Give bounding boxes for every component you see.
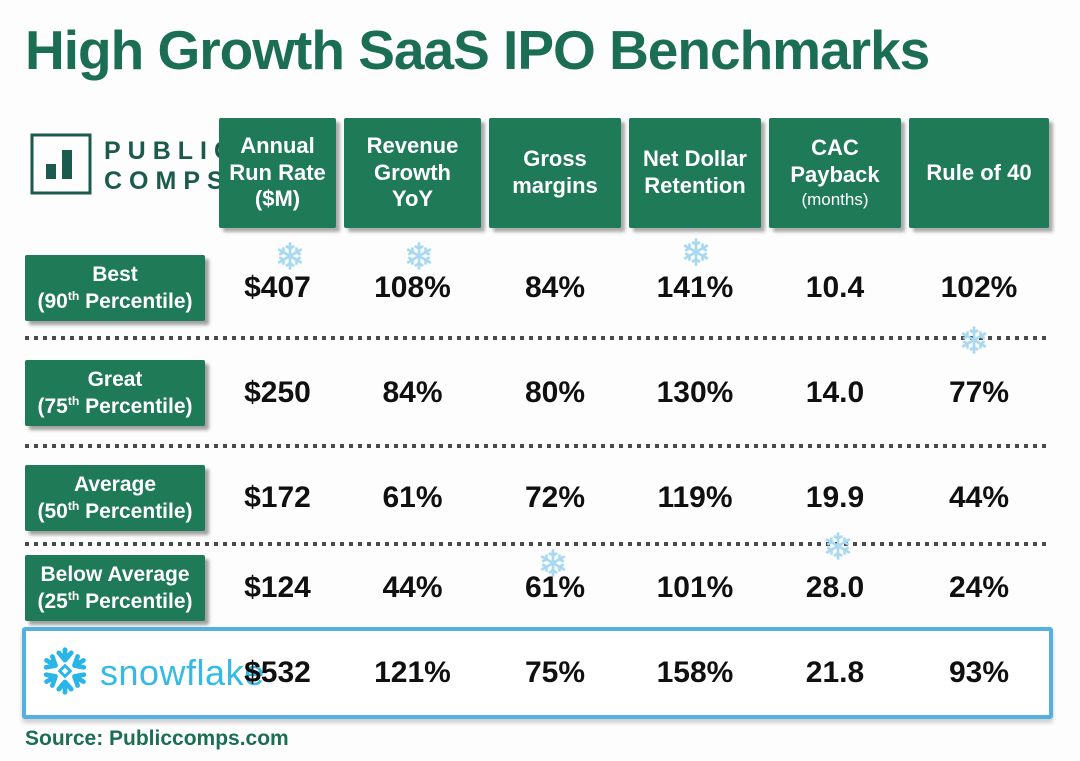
page-title: High Growth SaaS IPO Benchmarks bbox=[25, 19, 930, 81]
cell-average-run-rate: $172 bbox=[244, 481, 311, 514]
source-attribution: Source: Publiccomps.com bbox=[25, 727, 289, 750]
snowflake-brand-icon bbox=[39, 645, 91, 702]
table-row-best: Best (90th Percentile) $407 108% 84% 141… bbox=[25, 242, 1053, 334]
cell-below-average-ndr: 101% bbox=[656, 571, 734, 604]
cell-best-ndr: 141% bbox=[656, 271, 734, 304]
cell-average-ndr: 119% bbox=[657, 481, 733, 514]
dotted-separator bbox=[25, 542, 1051, 546]
cell-snowflake-rule-of-40: 93% bbox=[948, 656, 1010, 689]
cell-great-growth: 84% bbox=[382, 376, 443, 409]
column-header-annual-run-rate: Annual Run Rate ($M) bbox=[219, 118, 336, 228]
table-row-snowflake: snowflake $532 121% 75% 158% 21.8 93% bbox=[25, 631, 1053, 715]
cell-snowflake-run-rate: $532 bbox=[244, 656, 311, 689]
snowflake-watermark-icon: ❄ bbox=[958, 319, 990, 363]
cell-snowflake-ndr: 158% bbox=[656, 656, 734, 689]
snowflake-watermark-icon: ❄ bbox=[822, 525, 854, 569]
cell-great-cac-payback: 14.0 bbox=[805, 376, 865, 409]
row-label-average: Average (50th Percentile) bbox=[25, 465, 205, 531]
snowflake-logo: snowflake bbox=[25, 645, 264, 702]
cell-average-rule-of-40: 44% bbox=[948, 481, 1010, 514]
column-header-net-dollar-retention: Net Dollar Retention bbox=[629, 118, 761, 228]
cell-below-average-gross-margin: 61% bbox=[524, 571, 586, 604]
snowflake-watermark-icon: ❄ bbox=[537, 542, 569, 586]
dotted-separator bbox=[25, 444, 1051, 448]
cell-snowflake-growth: 121% bbox=[374, 656, 451, 689]
cell-below-average-growth: 44% bbox=[382, 571, 443, 604]
column-header-rule-of-40: Rule of 40 bbox=[909, 118, 1049, 228]
cell-below-average-run-rate: $124 bbox=[244, 571, 311, 604]
table-row-average: Average (50th Percentile) $172 61% 72% 1… bbox=[25, 458, 1053, 538]
cell-best-growth: 108% bbox=[374, 271, 451, 304]
cell-great-gross-margin: 80% bbox=[524, 376, 586, 409]
cell-below-average-cac-payback: 28.0 bbox=[805, 571, 865, 604]
row-label-below-average: Below Average (25th Percentile) bbox=[25, 555, 205, 621]
cell-best-rule-of-40: 102% bbox=[940, 271, 1018, 304]
column-header-cac-payback: CAC Payback (months) bbox=[769, 118, 901, 228]
cell-great-run-rate: $250 bbox=[244, 376, 311, 409]
header-row: Annual Run Rate ($M) Revenue Growth YoY … bbox=[25, 118, 1053, 228]
cell-average-gross-margin: 72% bbox=[524, 481, 586, 514]
cell-best-gross-margin: 84% bbox=[524, 271, 586, 304]
column-header-gross-margins: Gross margins bbox=[489, 118, 621, 228]
snowflake-watermark-icon: ❄ bbox=[274, 235, 306, 279]
snowflake-row-highlight-border bbox=[22, 627, 1053, 719]
table-row-great: Great (75th Percentile) $250 84% 80% 130… bbox=[25, 352, 1053, 434]
cell-below-average-rule-of-40: 24% bbox=[948, 571, 1010, 604]
row-label-great: Great (75th Percentile) bbox=[25, 360, 205, 426]
bar-chart-logo-icon bbox=[30, 133, 92, 200]
cell-snowflake-cac-payback: 21.8 bbox=[805, 656, 865, 689]
snowflake-watermark-icon: ❄ bbox=[680, 231, 712, 275]
cell-average-cac-payback: 19.9 bbox=[805, 481, 865, 514]
cell-great-rule-of-40: 77% bbox=[948, 376, 1010, 409]
cell-average-growth: 61% bbox=[382, 481, 443, 514]
cell-best-cac-payback: 10.4 bbox=[805, 271, 865, 304]
publiccomps-logo: PUBLIC COMPS bbox=[30, 133, 239, 200]
table-row-below-average: Below Average (25th Percentile) $124 44%… bbox=[25, 552, 1053, 624]
column-header-revenue-growth: Revenue Growth YoY bbox=[344, 118, 481, 228]
snowflake-wordmark: snowflake bbox=[100, 652, 265, 693]
cell-snowflake-gross-margin: 75% bbox=[524, 656, 586, 689]
cell-best-run-rate: $407 bbox=[244, 271, 311, 304]
row-label-best: Best (90th Percentile) bbox=[25, 255, 205, 321]
cell-great-ndr: 130% bbox=[656, 376, 734, 409]
publiccomps-wordmark: PUBLIC COMPS bbox=[104, 137, 240, 195]
snowflake-watermark-icon: ❄ bbox=[403, 235, 435, 279]
dotted-separator bbox=[25, 336, 1051, 340]
